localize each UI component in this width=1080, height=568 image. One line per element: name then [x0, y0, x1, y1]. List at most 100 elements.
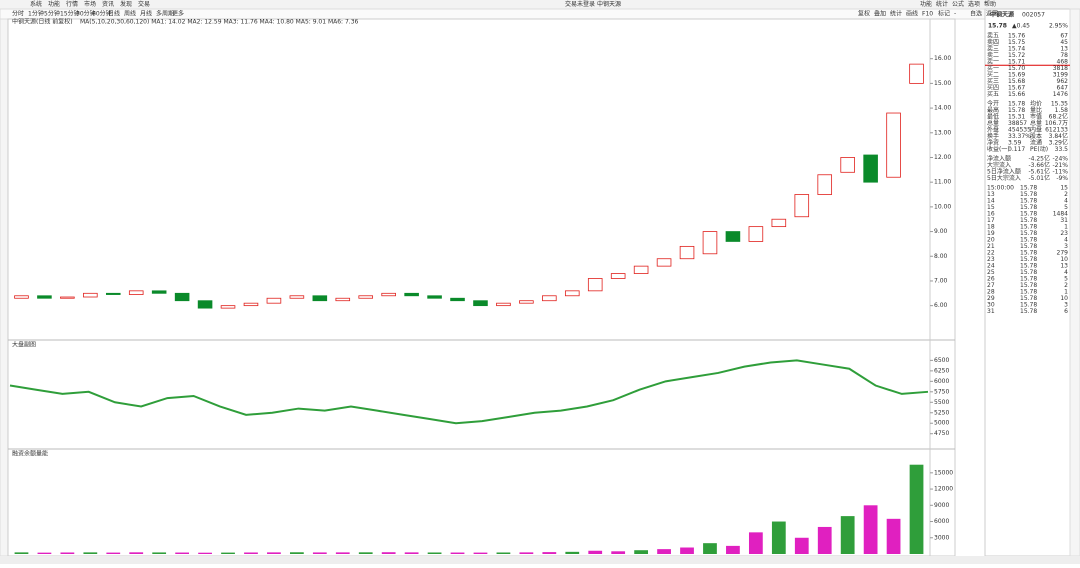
period-tab[interactable]: 5分钟 — [44, 10, 60, 18]
book-price: 15.70 — [1008, 65, 1025, 72]
volume-bar — [175, 552, 190, 554]
tick-volume: 279 — [1057, 250, 1069, 257]
volume-bar — [427, 552, 442, 554]
menu-item[interactable]: 帮助 — [984, 0, 996, 8]
menu-item[interactable]: 统计 — [936, 0, 948, 8]
volume-bar — [726, 545, 740, 554]
volume-bar — [37, 552, 52, 554]
y-tick-label: 6.00 — [934, 302, 948, 309]
stat: 外盘 — [987, 126, 999, 134]
menu-item[interactable]: 市场 — [84, 0, 96, 8]
candle — [725, 231, 741, 242]
tick-volume: 2 — [1064, 282, 1068, 289]
y-tick-label: 12000 — [934, 486, 953, 493]
tick-time: 20 — [987, 237, 995, 244]
book-level: 买三 — [987, 77, 999, 85]
book-price: 15.68 — [1008, 78, 1025, 85]
tool-button[interactable]: - — [954, 11, 956, 18]
tick-price: 15.78 — [1020, 243, 1037, 250]
stat: 15.31 — [1008, 114, 1025, 121]
flow-label: 大宗流入 — [987, 161, 1011, 169]
volume-bar — [450, 552, 465, 554]
tool-button[interactable]: 叠加 — [874, 10, 886, 18]
flow-pct: -11% — [1052, 169, 1068, 176]
volume-bar — [703, 543, 717, 554]
volume-bar — [863, 505, 878, 554]
stat: 612133 — [1045, 127, 1068, 134]
stat: 454535 — [1008, 127, 1031, 134]
period-tab[interactable]: 30分钟 — [76, 10, 96, 18]
period-tab[interactable]: 1分钟 — [28, 10, 44, 18]
period-tab[interactable]: 多周期 — [156, 10, 174, 18]
tool-button[interactable]: 画线 — [906, 10, 918, 18]
candle — [151, 290, 167, 294]
y-tick-label: 4750 — [934, 430, 949, 437]
tool-button[interactable]: 返回 — [986, 11, 998, 18]
tick-volume: 3 — [1064, 302, 1068, 309]
y-tick-label: 5250 — [934, 409, 949, 416]
menu-item[interactable]: 交易 — [138, 0, 150, 8]
tick-time: 29 — [987, 295, 995, 302]
menu-item[interactable]: 资讯 — [102, 0, 114, 8]
candle — [840, 157, 855, 173]
candle — [771, 218, 787, 228]
menu-item[interactable]: 选项 — [968, 0, 980, 8]
stat: PE(动) — [1030, 146, 1048, 153]
period-tab[interactable]: 15分钟 — [60, 10, 80, 18]
tick-volume: 4 — [1064, 237, 1068, 244]
tick-price: 15.78 — [1020, 204, 1037, 211]
tick-volume: 2 — [1064, 191, 1068, 198]
book-level: 买二 — [987, 71, 999, 79]
candle — [450, 297, 465, 302]
candle — [37, 295, 52, 299]
menu-item[interactable]: 公式 — [952, 0, 964, 8]
tool-button[interactable]: F10 — [922, 11, 933, 18]
volume-bar — [542, 552, 557, 554]
tool-button[interactable]: 标记 — [938, 10, 950, 18]
book-level: 买五 — [987, 90, 999, 98]
tick-time: 31 — [987, 308, 995, 315]
tool-button[interactable]: 自选 — [970, 10, 982, 18]
ma-legend: MA(5,10,20,30,60,120) MA1: 14.02 MA2: 12… — [80, 19, 359, 26]
volume-bar — [817, 526, 832, 554]
book-price: 15.69 — [1008, 72, 1025, 79]
stat: 最高 — [987, 106, 999, 114]
tick-volume: 1 — [1064, 224, 1068, 231]
stat: 3.29亿 — [1049, 139, 1068, 147]
tick-time: 15 — [987, 204, 995, 211]
stat: 0.117 — [1008, 146, 1025, 153]
period-tab[interactable]: 日线 — [108, 10, 120, 18]
menu-item[interactable]: 系统 — [30, 0, 42, 8]
y-tick-label: 6000 — [934, 518, 949, 525]
volume-bar — [358, 552, 373, 554]
menu-item[interactable]: 功能 — [920, 0, 932, 8]
period-tab[interactable]: 分时 — [12, 10, 24, 18]
period-tab[interactable]: 60分钟 — [92, 10, 112, 18]
candle — [817, 174, 833, 195]
period-tab[interactable]: 月线 — [140, 10, 152, 18]
tool-button[interactable]: 统计 — [890, 10, 902, 18]
menu-item[interactable]: 功能 — [48, 0, 60, 8]
volume-bar — [840, 516, 855, 554]
stat: 15.78 — [1008, 101, 1025, 108]
menu-item[interactable]: 发现 — [120, 0, 132, 8]
y-tick-label: 11.00 — [934, 179, 951, 186]
period-tab[interactable]: 周线 — [124, 10, 136, 18]
menu-item[interactable]: 行情 — [66, 0, 78, 8]
stat: 1.58 — [1055, 107, 1069, 114]
panel-title: 中钢天源(日线 前复权) — [12, 18, 73, 26]
tick-price: 15.78 — [1020, 276, 1037, 283]
period-tab[interactable]: 更多 — [172, 10, 184, 18]
volume-bar — [519, 552, 534, 554]
candle — [220, 305, 236, 309]
tick-time: 19 — [987, 230, 995, 237]
tool-button[interactable]: 复权 — [858, 10, 870, 18]
candle — [289, 295, 305, 299]
stat: 流通 — [1030, 139, 1042, 147]
stat: 3.59 — [1008, 140, 1022, 147]
stat: 33.5 — [1055, 146, 1069, 153]
candle — [128, 290, 144, 295]
stat: 总量 — [987, 119, 999, 127]
tick-time: 21 — [987, 243, 995, 250]
